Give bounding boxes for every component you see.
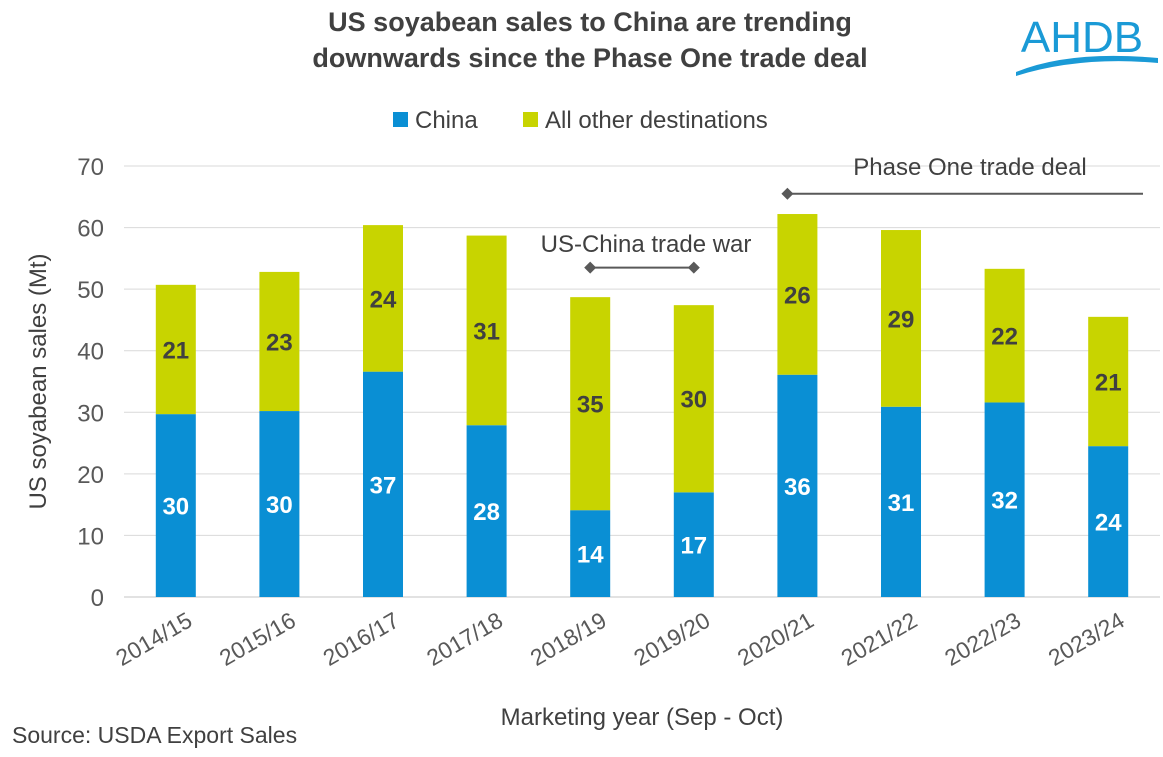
- data-label: 35: [577, 392, 604, 419]
- data-label: 23: [266, 329, 293, 356]
- x-tick-label: 2022/23: [940, 607, 1025, 671]
- x-tick-label: 2016/17: [318, 607, 403, 671]
- legend-swatch: [393, 112, 408, 127]
- y-tick-label: 0: [91, 585, 104, 612]
- bar-other: [673, 305, 714, 493]
- bar-china: [466, 425, 507, 597]
- data-label: 30: [680, 387, 707, 414]
- chart-title-line-1: US soyabean sales to China are trending: [328, 7, 852, 37]
- annotation-label: US-China trade war: [541, 231, 752, 258]
- bar-other: [570, 297, 611, 511]
- data-label: 30: [266, 492, 293, 519]
- bar-other: [777, 214, 818, 375]
- bar-other: [984, 268, 1025, 403]
- y-tick-label: 60: [77, 216, 104, 243]
- data-label: 21: [1095, 370, 1122, 397]
- data-label: 28: [473, 499, 500, 526]
- bar-china: [570, 510, 611, 597]
- bar-other: [155, 284, 196, 415]
- x-tick-label: 2015/16: [215, 607, 300, 671]
- y-tick-label: 70: [77, 154, 104, 181]
- data-label: 37: [370, 472, 397, 499]
- y-tick-label: 30: [77, 400, 104, 427]
- x-tick-label: 2020/21: [733, 607, 818, 671]
- data-label: 31: [888, 490, 915, 517]
- legend-label: All other destinations: [545, 107, 768, 134]
- bar-china: [155, 414, 196, 597]
- bar-other: [1088, 316, 1129, 447]
- data-label: 29: [888, 306, 915, 333]
- x-tick-label: 2021/22: [836, 607, 921, 671]
- legend-swatch: [523, 112, 538, 127]
- x-tick-label: 2014/15: [111, 607, 196, 671]
- data-label: 21: [162, 337, 189, 364]
- bar-china: [777, 374, 818, 597]
- x-tick-label: 2023/24: [1044, 607, 1129, 671]
- y-axis-title: US soyabean sales (Mt): [25, 253, 52, 509]
- data-label: 31: [473, 318, 500, 345]
- data-label: 22: [991, 324, 1018, 351]
- annotation-marker: [584, 261, 597, 274]
- data-label: 30: [162, 494, 189, 521]
- x-tick-label: 2019/20: [629, 607, 714, 671]
- bar-other: [466, 235, 507, 426]
- x-tick-label: 2017/18: [422, 607, 507, 671]
- bar-other: [881, 230, 921, 407]
- bar-china: [363, 371, 403, 597]
- x-tick-label: 2018/19: [526, 607, 611, 671]
- data-label: 14: [577, 542, 604, 569]
- ahdb-logo: AHDB: [1010, 8, 1160, 83]
- x-axis-title: Marketing year (Sep - Oct): [501, 704, 784, 731]
- data-label: 26: [784, 282, 811, 309]
- bar-other: [259, 271, 300, 412]
- svg-text:AHDB: AHDB: [1021, 13, 1143, 62]
- data-label: 24: [1095, 510, 1122, 537]
- chart-title-line-2: downwards since the Phase One trade deal: [312, 43, 868, 73]
- legend-label: China: [415, 107, 478, 134]
- bar-china: [1088, 446, 1129, 597]
- source-note: Source: USDA Export Sales: [12, 722, 298, 748]
- bar-china: [673, 492, 714, 597]
- data-label: 36: [784, 474, 811, 501]
- y-tick-label: 10: [77, 523, 104, 550]
- annotation-marker: [687, 261, 700, 274]
- bar-other: [363, 225, 403, 372]
- bar-china: [259, 411, 300, 597]
- annotation-marker: [781, 187, 794, 200]
- data-label: 17: [680, 533, 707, 560]
- y-tick-label: 20: [77, 462, 104, 489]
- y-tick-label: 50: [77, 277, 104, 304]
- data-label: 24: [370, 286, 397, 313]
- y-tick-label: 40: [77, 339, 104, 366]
- annotation-label: Phase One trade deal: [853, 154, 1087, 181]
- data-label: 32: [991, 488, 1018, 515]
- bar-china: [881, 406, 921, 597]
- bar-china: [984, 402, 1025, 597]
